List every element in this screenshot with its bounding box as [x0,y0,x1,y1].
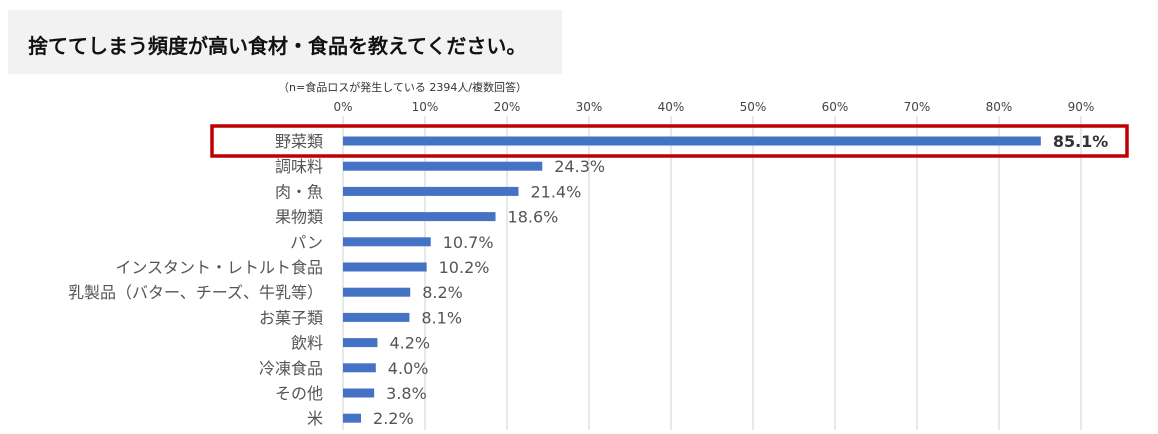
category-label: 冷凍食品 [259,359,323,378]
x-tick-label: 10% [412,100,439,114]
x-tick-label: 30% [576,100,603,114]
title-box: 捨ててしまう頻度が高い食材・食品を教えてください。 [8,10,562,74]
category-label: 野菜類 [275,132,323,151]
category-label: お菓子類 [259,308,323,327]
bar [343,212,496,222]
x-tick-label: 20% [494,100,521,114]
value-label: 21.4% [530,182,581,201]
x-tick-label: 70% [904,100,931,114]
value-labels: 85.1% 24.3% 21.4% 18.6% 10.7% 10.2% 8.2% 8.1% 4.… [373,132,1108,428]
category-label: インスタント・レトルト食品 [115,258,323,277]
bar [343,237,431,247]
bars [343,136,1041,423]
category-label: その他 [275,384,323,403]
value-label: 4.0% [388,359,429,378]
x-tick-label: 40% [658,100,685,114]
x-tick-label: 50% [740,100,767,114]
bar [343,161,543,171]
highlight-frame [210,124,1129,158]
value-label: 8.2% [422,283,463,302]
value-label: 4.2% [389,334,430,353]
x-tick-label: 90% [1068,100,1095,114]
value-label: 24.3% [554,157,605,176]
category-label: 肉・魚 [275,182,323,201]
gridlines [342,116,1082,430]
value-label: 18.6% [508,208,559,227]
value-label: 2.2% [373,409,414,428]
x-tick-label: 0% [333,100,352,114]
chart-title: 捨ててしまう頻度が高い食材・食品を教えてください。 [28,34,527,58]
x-tick-label: 80% [986,100,1013,114]
bar [343,186,519,196]
value-label: 85.1% [1053,132,1109,151]
bar [343,413,362,423]
value-label: 3.8% [386,384,427,403]
value-label: 10.2% [439,258,490,277]
x-axis-ticks: 0% 10% 20% 30% 40% 50% 60% 70% 80% 90% [333,100,1094,114]
bar [343,388,375,398]
category-label: 米 [307,409,323,428]
bar [343,312,410,322]
bar [343,287,411,297]
value-label: 8.1% [421,308,462,327]
category-label: 調味料 [275,157,323,176]
sample-annotation: （n=食品ロスが発生している 2394人/複数回答） [278,80,527,94]
bar [343,262,427,272]
value-label: 10.7% [443,233,494,252]
highlight-layer [210,124,1129,158]
bar [343,338,378,348]
category-label: 乳製品（バター、チーズ、牛乳等） [68,283,323,302]
category-label: 飲料 [291,334,323,353]
x-tick-label: 60% [822,100,849,114]
category-labels: 野菜類調味料肉・魚果物類パンインスタント・レトルト食品乳製品（バター、チーズ、牛… [68,132,323,428]
bar [343,363,376,373]
category-label: パン [290,233,323,252]
bar [343,136,1041,146]
category-label: 果物類 [275,208,323,227]
